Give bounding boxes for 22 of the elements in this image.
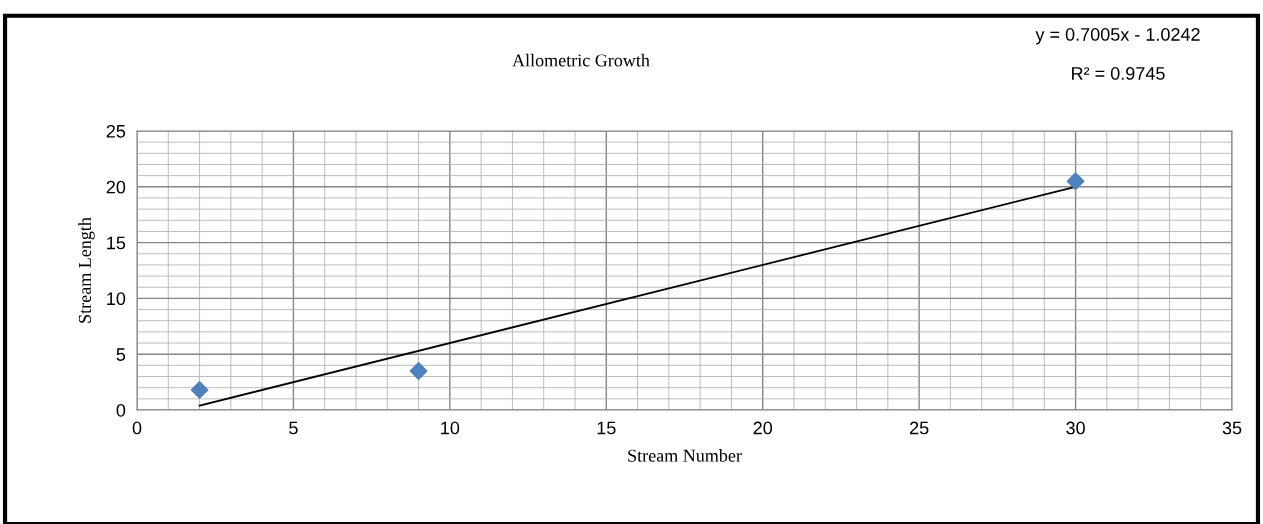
- x-tick-label: 5: [289, 421, 298, 435]
- y-tick-label: 20: [106, 180, 126, 194]
- y-tick-label: 25: [106, 124, 126, 138]
- y-tick-label: 15: [107, 236, 126, 250]
- x-tick-label: 15: [597, 421, 616, 435]
- point: [409, 362, 428, 380]
- text: R² = 0.9745: [1072, 67, 1165, 80]
- x-tick-label: 10: [441, 421, 460, 435]
- x-tick-label: 30: [1066, 421, 1085, 435]
- y-axis-title: Stream Length: [78, 217, 95, 323]
- y-tick-label: 10: [107, 292, 126, 306]
- x-axis-title: Stream Number: [628, 449, 742, 462]
- x-tick-label: 35: [1222, 421, 1242, 435]
- text: y = 0.7005x - 1.0242: [1035, 28, 1200, 45]
- x-tick-label: 20: [753, 421, 773, 435]
- point: [1066, 172, 1085, 191]
- x-tick-label: 25: [910, 421, 929, 435]
- chart-title: Allometric Growth: [512, 53, 650, 67]
- x-tick-label: 0: [132, 421, 142, 435]
- point: [190, 381, 209, 399]
- y-tick-label: 0: [116, 403, 126, 417]
- y-tick-label: 5: [116, 348, 126, 361]
